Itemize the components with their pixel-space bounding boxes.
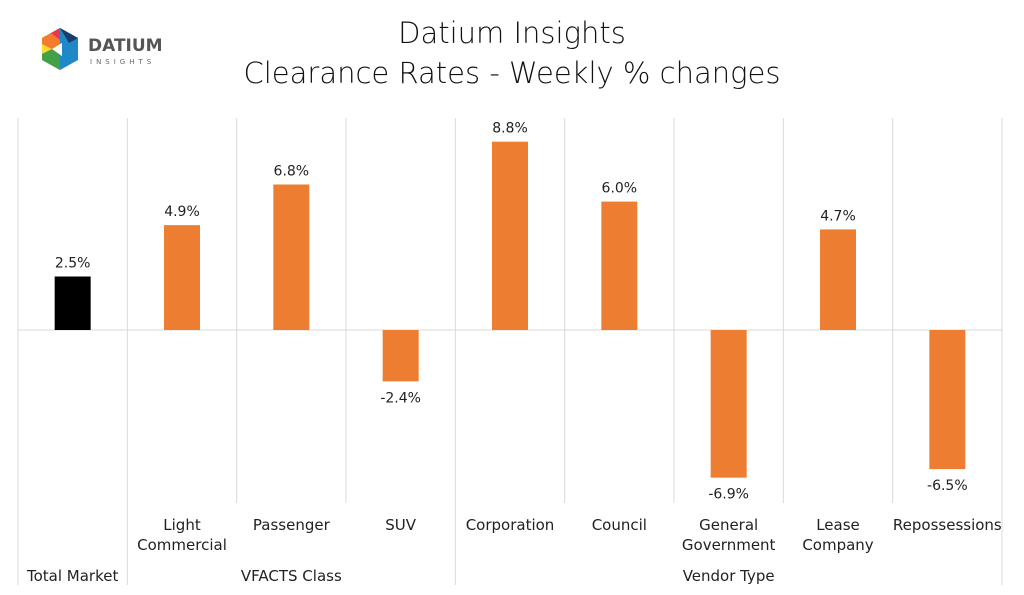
datium-logo: DATIUM INSIGHTS: [38, 26, 178, 86]
data-label: 6.0%: [602, 181, 638, 197]
category-label: Total Market: [26, 567, 118, 585]
group-label: Vendor Type: [683, 567, 775, 585]
category-label: Council: [592, 516, 647, 534]
bar-suv: [382, 330, 419, 382]
data-label: 2.5%: [55, 256, 91, 272]
svg-text:DATIUM: DATIUM: [88, 36, 163, 56]
data-label: -6.5%: [927, 478, 968, 494]
svg-text:INSIGHTS: INSIGHTS: [90, 58, 155, 66]
data-label: 8.8%: [492, 121, 528, 137]
chart-title: Datium Insights: [398, 16, 626, 50]
bar-council: [601, 201, 638, 330]
category-label: Light: [163, 516, 201, 534]
bar-total-market: [54, 276, 91, 330]
category-label: Passenger: [253, 516, 331, 534]
data-label: -6.9%: [708, 487, 749, 503]
category-label: Commercial: [137, 536, 227, 554]
category-label: Repossessions: [893, 516, 1002, 534]
category-label: Lease: [816, 516, 860, 534]
data-label: -2.4%: [380, 390, 421, 406]
category-label: General: [699, 516, 758, 534]
bar-passenger: [273, 184, 310, 330]
data-label: 6.8%: [274, 163, 310, 179]
bar-general-government: [710, 330, 747, 478]
category-label: Government: [682, 536, 776, 554]
bar-lease-company: [820, 229, 856, 330]
bar-light-commercial: [164, 225, 200, 330]
category-label: Corporation: [466, 516, 555, 534]
bar-repossessions: [929, 330, 966, 470]
chart-subtitle: Clearance Rates - Weekly % changes: [243, 56, 781, 90]
group-label: VFACTS Class: [241, 567, 342, 585]
data-label: 4.9%: [164, 204, 200, 220]
data-label: 4.7%: [820, 208, 856, 224]
category-label: SUV: [385, 516, 417, 534]
category-label: Company: [802, 536, 873, 554]
bar-corporation: [492, 141, 528, 330]
